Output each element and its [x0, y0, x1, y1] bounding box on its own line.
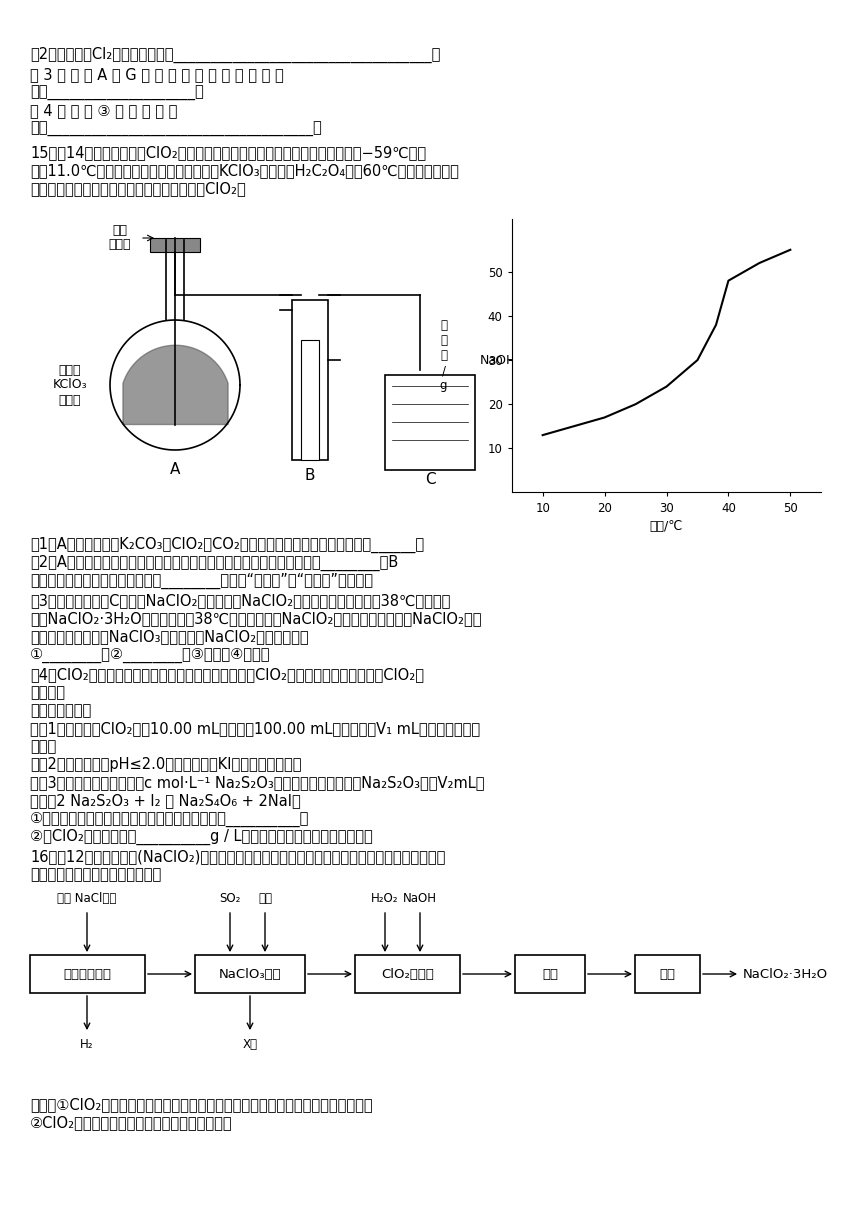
Text: 也必须添加温度控制装置，应该是________（选填“冰水浴”或“热水浴”）装置。: 也必须添加温度控制装置，应该是________（选填“冰水浴”或“热水浴”）装置…	[30, 573, 373, 589]
Text: H₂O₂: H₂O₂	[372, 893, 399, 905]
Text: X酸: X酸	[243, 1038, 257, 1051]
FancyBboxPatch shape	[515, 955, 585, 993]
Text: A: A	[169, 462, 181, 478]
Text: 已知：①ClO₂气体只能保持在浓度较低状态下以防止爆炸性分解，且需现合成现用。: 已知：①ClO₂气体只能保持在浓度较低状态下以防止爆炸性分解，且需现合成现用。	[30, 1098, 372, 1113]
Text: 步骤3：加入淀粉指示剂，用c mol·L⁻¹ Na₂S₂O₃溶液滴定至终点，消耗Na₂S₂O₃溶液V₂mL。: 步骤3：加入淀粉指示剂，用c mol·L⁻¹ Na₂S₂O₃溶液滴定至终点，消耗…	[30, 776, 484, 790]
X-axis label: 温度/℃: 温度/℃	[650, 520, 683, 533]
Text: ①________；②________；③洗涤；④干燥。: ①________；②________；③洗涤；④干燥。	[30, 647, 271, 663]
Text: 含量，进: 含量，进	[30, 686, 65, 700]
Text: ②ClO₂气体在中性和碱性溶液中不能稳定存在。: ②ClO₂气体在中性和碱性溶液中不能稳定存在。	[30, 1115, 232, 1131]
Text: ②原ClO₂溶液的浓度为__________g / L（用步骤中的字母代数式表示）。: ②原ClO₂溶液的浓度为__________g / L（用步骤中的字母代数式表示…	[30, 829, 372, 845]
Text: 体是NaClO₂·3H₂O，在温度高于38℃时析出晶体是NaClO₂。根据右上图所示的NaClO₂的溶: 体是NaClO₂·3H₂O，在温度高于38℃时析出晶体是NaClO₂。根据右上图…	[30, 612, 482, 626]
Text: 式：____________________；: 式：____________________；	[30, 85, 204, 101]
Text: （4）ClO₂很不稳定，需随用随制，产物用水吸收得到ClO₂溶液。为测定所得溶液中ClO₂的: （4）ClO₂很不稳定，需随用随制，产物用水吸收得到ClO₂溶液。为测定所得溶液…	[30, 668, 424, 682]
FancyBboxPatch shape	[292, 300, 328, 460]
Text: （2）气体甲在Cl₂中燃烧的现象：___________________________________；: （2）气体甲在Cl₂中燃烧的现象：_______________________…	[30, 47, 440, 63]
FancyBboxPatch shape	[301, 340, 319, 460]
Text: 和草酸: 和草酸	[58, 394, 81, 406]
Text: ①滴定过程中，至少须进行两次平行测定的原因是__________。: ①滴定过程中，至少须进行两次平行测定的原因是__________。	[30, 811, 310, 827]
Text: 16．（12分）亚氯酸钠(NaClO₂)是一种重要的消毒剂，主要用于水、砂糖、油脂的漂白与杀菌。: 16．（12分）亚氯酸钠(NaClO₂)是一种重要的消毒剂，主要用于水、砂糖、油…	[30, 850, 445, 865]
Text: NaClO₃溶液: NaClO₃溶液	[218, 968, 281, 980]
Text: 以下是制取亚氯酸钠的工艺流程：: 以下是制取亚氯酸钠的工艺流程：	[30, 867, 162, 883]
Text: B: B	[304, 467, 316, 483]
Text: 步骤2：调节试样的pH≤2.0，加入足量的KI晶体，静置片刻；: 步骤2：调节试样的pH≤2.0，加入足量的KI晶体，静置片刻；	[30, 758, 302, 772]
FancyBboxPatch shape	[635, 955, 700, 993]
Text: ClO₂吸收塔: ClO₂吸收塔	[381, 968, 434, 980]
Text: H₂: H₂	[80, 1038, 94, 1051]
Text: NaOH: NaOH	[403, 893, 437, 905]
Text: 过滤: 过滤	[542, 968, 558, 980]
FancyBboxPatch shape	[30, 955, 145, 993]
Text: 饱和 NaCl溶液: 饱和 NaCl溶液	[58, 893, 117, 905]
Y-axis label: 溶
解
度
/
g: 溶 解 度 / g	[439, 319, 447, 393]
Text: 式：____________________________________。: 式：____________________________________。	[30, 122, 322, 136]
Text: 无隔膜电解槽: 无隔膜电解槽	[64, 968, 112, 980]
Text: 瓶中；: 瓶中；	[30, 739, 56, 754]
Text: （3）反应后在装置C中可得NaClO₂溶液。已知NaClO₂饱和溶液中在温度低于38℃时析出晶: （3）反应后在装置C中可得NaClO₂溶液。已知NaClO₂饱和溶液中在温度低于…	[30, 593, 451, 608]
Text: 搅拌棒: 搅拌棒	[108, 238, 132, 252]
Text: 空气: 空气	[258, 893, 272, 905]
Text: KClO₃: KClO₃	[52, 378, 88, 392]
FancyBboxPatch shape	[195, 955, 305, 993]
Text: SO₂: SO₂	[219, 893, 241, 905]
Text: （已知2 Na₂S₂O₃ + I₂ ＝ Na₂S₄O₆ + 2NaI）: （已知2 Na₂S₂O₃ + I₂ ＝ Na₂S₄O₆ + 2NaI）	[30, 794, 301, 809]
Text: 滤液: 滤液	[660, 968, 675, 980]
FancyBboxPatch shape	[355, 955, 460, 993]
Text: 电动: 电动	[113, 224, 127, 236]
Text: （ 4 ） 反 应 ③ 的 离 子 方 程: （ 4 ） 反 应 ③ 的 离 子 方 程	[30, 103, 177, 118]
Text: NaClO₂·3H₂O: NaClO₂·3H₂O	[743, 968, 828, 980]
Text: 步骤1：准确量取ClO₂溶液10.00 mL，稀释成100.00 mL试样；量取V₁ mL试样加入到锥形: 步骤1：准确量取ClO₂溶液10.00 mL，稀释成100.00 mL试样；量取…	[30, 721, 480, 737]
Text: 学生拟用左下图所示装置模拟工业制取并收集ClO₂。: 学生拟用左下图所示装置模拟工业制取并收集ClO₂。	[30, 181, 246, 197]
Text: 解度曲线，请补充从NaClO₃溶液中制得NaClO₂的操作步骤：: 解度曲线，请补充从NaClO₃溶液中制得NaClO₂的操作步骤：	[30, 630, 309, 644]
FancyBboxPatch shape	[150, 238, 200, 252]
Text: 行了下列实验：: 行了下列实验：	[30, 704, 91, 719]
Text: C: C	[425, 473, 435, 488]
Text: （ 3 ） 金 属 A 与 G 的 水 溶 液 反 应 的 化 学 方 程: （ 3 ） 金 属 A 与 G 的 水 溶 液 反 应 的 化 学 方 程	[30, 68, 284, 83]
Text: 点为11.0℃，易溶于水。工业上用稍潮湿的KClO₃和草酸（H₂C₂O₄）在60℃时反应制得。某: 点为11.0℃，易溶于水。工业上用稍潮湿的KClO₃和草酸（H₂C₂O₄）在60…	[30, 163, 459, 179]
Text: NaOH溶液: NaOH溶液	[480, 354, 531, 366]
FancyBboxPatch shape	[385, 375, 475, 471]
Text: （1）A中反应产物有K₂CO₃、ClO₂和CO₂等，请写出该反应的化学方程式：______。: （1）A中反应产物有K₂CO₃、ClO₂和CO₂等，请写出该反应的化学方程式：_…	[30, 537, 424, 553]
Text: （2）A必须添加温度控制装置，除酒精灯外，还需要的玻璃仪器有烧杯、________；B: （2）A必须添加温度控制装置，除酒精灯外，还需要的玻璃仪器有烧杯、_______…	[30, 554, 398, 572]
Text: 15．（14分）二氧化氯（ClO₂）是一种黄绿色有刺激性气味的气体，其熔点为−59℃，沸: 15．（14分）二氧化氯（ClO₂）是一种黄绿色有刺激性气味的气体，其熔点为−5…	[30, 146, 426, 161]
Text: 潮湿的: 潮湿的	[58, 364, 81, 377]
